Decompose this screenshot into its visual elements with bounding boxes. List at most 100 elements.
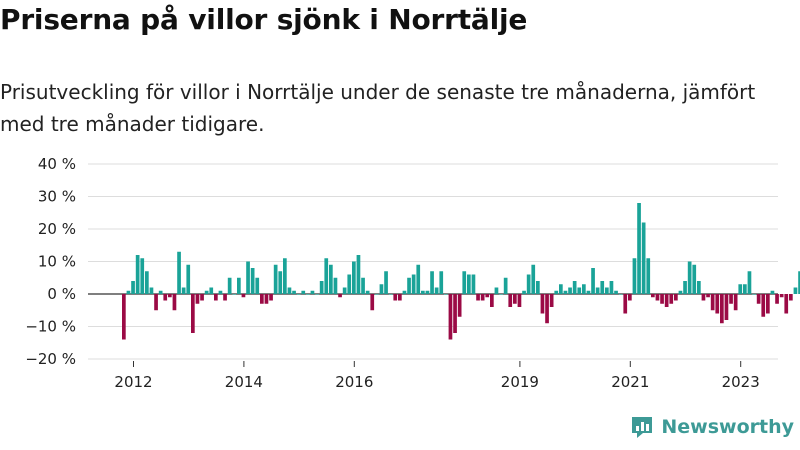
y-tick-label: 0 % [47, 285, 76, 303]
bar [752, 294, 756, 295]
bar [264, 294, 269, 304]
bar [163, 294, 168, 301]
bar [692, 264, 697, 294]
bar [798, 271, 800, 294]
bar [191, 294, 195, 333]
bar [342, 287, 347, 294]
y-tick-label: 30 % [38, 188, 76, 206]
bar [664, 294, 669, 307]
bar [724, 294, 729, 320]
bar [425, 290, 430, 294]
bar [421, 290, 425, 294]
bar [462, 271, 467, 294]
bar [388, 294, 393, 295]
bar [352, 261, 356, 294]
bar [660, 294, 664, 304]
bar [559, 284, 563, 294]
bar [218, 290, 223, 294]
bar [384, 271, 388, 294]
bar [646, 258, 651, 294]
bar [743, 284, 747, 294]
bar [135, 255, 140, 294]
bar [669, 294, 674, 304]
bar [614, 290, 618, 294]
bar [209, 287, 214, 294]
bar [729, 294, 733, 304]
bar [333, 277, 338, 294]
bar [237, 277, 241, 294]
bar [214, 294, 218, 301]
bar [407, 277, 411, 294]
x-tick-label: 2016 [335, 373, 373, 391]
bar [549, 294, 554, 307]
bar [591, 268, 595, 294]
bar [770, 290, 775, 294]
x-tick-label: 2014 [225, 373, 263, 391]
bar [756, 294, 761, 304]
y-axis-labels: −20 % −10 % 0 % 10 % 20 % 30 % 40 % [25, 155, 76, 368]
bar [720, 294, 724, 324]
bar [568, 287, 572, 294]
bar [292, 290, 296, 294]
bar [513, 294, 517, 304]
bar [315, 294, 319, 295]
y-tick-label: −10 % [25, 318, 76, 336]
bar [775, 294, 779, 304]
bar [733, 294, 738, 311]
bar [793, 287, 798, 294]
bar [283, 258, 287, 294]
bar [761, 294, 766, 317]
y-tick-label: −20 % [25, 350, 76, 368]
bar [605, 287, 609, 294]
bar [172, 294, 177, 311]
bar [453, 294, 457, 333]
brand-logo: Newsworthy [629, 412, 794, 442]
bar [246, 261, 250, 294]
bar [393, 294, 398, 301]
bar [370, 294, 375, 311]
bar [600, 281, 605, 294]
bar [563, 290, 568, 294]
bar [181, 287, 186, 294]
bar [186, 264, 191, 294]
x-tick-label: 2019 [501, 373, 539, 391]
bar [467, 274, 471, 294]
bar [637, 203, 641, 294]
bar [241, 294, 246, 298]
bar [701, 294, 706, 301]
bar [158, 290, 163, 294]
bar [278, 271, 283, 294]
bar [476, 294, 480, 301]
bar [577, 287, 582, 294]
bar [706, 294, 710, 298]
bar [632, 258, 637, 294]
bar [531, 264, 536, 294]
bar [439, 271, 444, 294]
bar [168, 294, 172, 298]
bar [508, 294, 513, 307]
bar [540, 294, 545, 314]
x-tick-label: 2021 [611, 373, 649, 391]
bar [715, 294, 720, 314]
bar [232, 294, 237, 295]
bar [223, 294, 227, 301]
bar [347, 274, 352, 294]
bar [554, 290, 559, 294]
bar [310, 290, 315, 294]
bar [784, 294, 789, 314]
bar [434, 287, 439, 294]
bar [618, 294, 623, 295]
bar [255, 277, 260, 294]
bar [586, 290, 591, 294]
bar [398, 294, 402, 301]
bar [572, 281, 577, 294]
y-tick-label: 40 % [38, 155, 76, 173]
bar [779, 294, 784, 298]
newsworthy-logo-icon [632, 417, 653, 438]
bar [623, 294, 628, 314]
bar [499, 294, 503, 295]
bar [674, 294, 678, 301]
bar [287, 287, 292, 294]
bar [324, 258, 329, 294]
